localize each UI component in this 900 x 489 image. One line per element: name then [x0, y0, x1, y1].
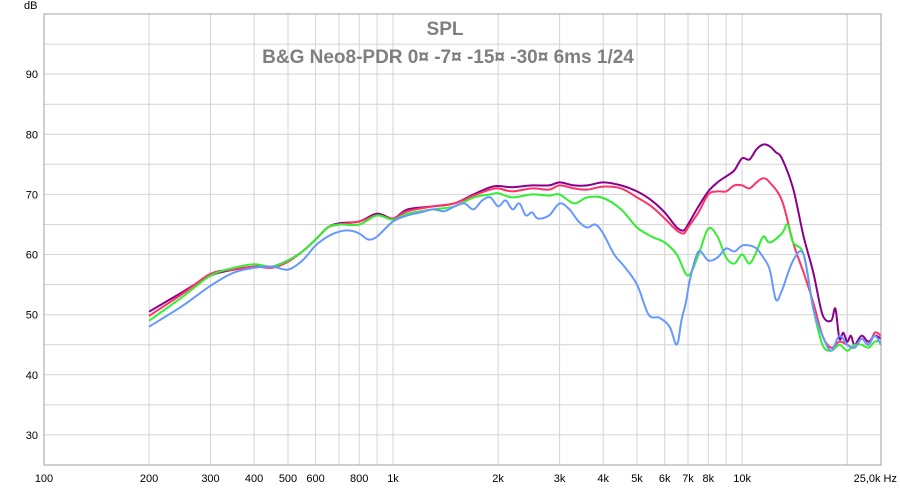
- x-tick-label: 1k: [387, 473, 399, 485]
- x-tick-label: 100: [35, 473, 53, 485]
- series-line-4: [148, 196, 882, 352]
- x-tick-label: 500: [279, 473, 297, 485]
- y-tick-label: 80: [26, 129, 38, 141]
- tick-labels: 100 200 300 400 500 600 800 1k 2k 3k 4k 5k 6k 7k 8k 10k…: [26, 69, 897, 485]
- y-tick-label: 30: [26, 430, 38, 442]
- grid-lines: [44, 14, 881, 465]
- y-tick-label: 60: [26, 250, 38, 262]
- series-line-1: [148, 143, 882, 346]
- y-tick-label: 90: [26, 69, 38, 81]
- y-tick-label: 50: [26, 310, 38, 322]
- x-tick-label: 4k: [597, 473, 609, 485]
- series-line-2: [148, 177, 882, 349]
- x-tick-label: 200: [140, 473, 158, 485]
- series-layer: [148, 143, 882, 352]
- x-tick-label: 25,0k Hz: [854, 473, 897, 485]
- x-tick-label: 600: [306, 473, 324, 485]
- chart-subtitle: B&G Neo8-PDR 0¤ -7¤ -15¤ -30¤ 6ms 1/24: [262, 47, 634, 68]
- x-tick-label: 800: [350, 473, 368, 485]
- x-tick-label: 10k: [733, 473, 751, 485]
- x-tick-label: 5k: [631, 473, 643, 485]
- x-tick-label: 3k: [554, 473, 566, 485]
- x-tick-label: 8k: [702, 473, 714, 485]
- x-tick-label: 2k: [492, 473, 504, 485]
- x-tick-label: 6k: [659, 473, 671, 485]
- y-tick-label: 70: [26, 189, 38, 201]
- y-tick-label: 40: [26, 370, 38, 382]
- plot-frame: [43, 13, 882, 466]
- x-tick-label: 300: [201, 473, 219, 485]
- chart-title: SPL: [427, 19, 464, 40]
- y-axis-label: dB: [24, 0, 37, 12]
- x-tick-label: 7k: [682, 473, 694, 485]
- x-tick-label: 400: [245, 473, 263, 485]
